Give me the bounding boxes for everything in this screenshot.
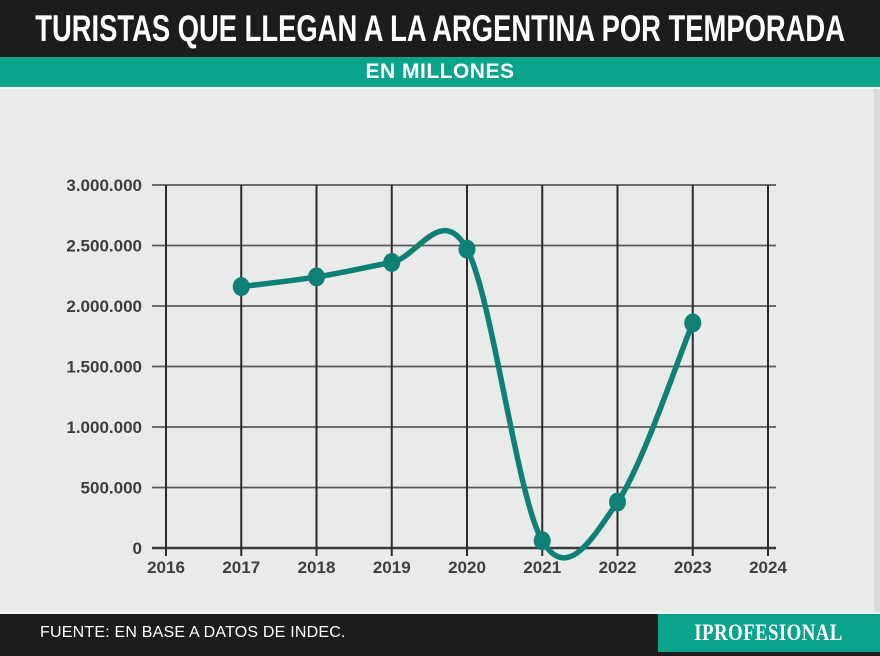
data-point <box>308 267 325 287</box>
x-axis-label: 2019 <box>373 558 411 577</box>
source-text: FUENTE: EN BASE A DATOS DE INDEC. <box>40 624 346 641</box>
data-point <box>458 239 476 259</box>
y-axis-label: 0 <box>133 539 142 558</box>
data-point <box>684 313 702 333</box>
x-axis-label: 2024 <box>749 558 787 577</box>
brand-text: IPROFESIONAL <box>694 620 844 645</box>
subtitle-bar: EN MILLONES <box>0 57 880 87</box>
data-point <box>609 492 626 512</box>
x-axis-label: 2021 <box>523 558 561 577</box>
data-point <box>383 252 401 272</box>
x-axis-label: 2023 <box>674 558 712 577</box>
page-title: TURISTAS QUE LLEGAN A LA ARGENTINA POR T… <box>35 7 845 49</box>
data-point <box>533 531 551 551</box>
right-edge-strip <box>874 89 880 614</box>
y-axis-label: 2.000.000 <box>66 297 142 316</box>
y-axis-label: 2.500.000 <box>66 237 142 256</box>
chart-area: 0 500.000 1.000.000 1.500.000 2.000.000 2.500… <box>0 87 880 614</box>
y-axis-label: 500.000 <box>81 479 142 498</box>
y-axis-label: 1.500.000 <box>66 358 142 377</box>
chart-svg: 0 500.000 1.000.000 1.500.000 2.000.000 2.500… <box>66 176 787 577</box>
chart-subtitle: EN MILLONES <box>365 60 515 83</box>
x-axis-label: 2016 <box>147 558 185 577</box>
y-axis-label: 1.000.000 <box>66 418 142 437</box>
footer-bar: FUENTE: EN BASE A DATOS DE INDEC. IPROFE… <box>0 612 880 656</box>
x-axis-label: 2020 <box>448 558 486 577</box>
x-axis-label: 2022 <box>599 558 637 577</box>
x-axis-label: 2018 <box>298 558 336 577</box>
x-axis-label: 2017 <box>222 558 260 577</box>
header-bar: TURISTAS QUE LLEGAN A LA ARGENTINA POR T… <box>0 0 880 57</box>
y-axis-label: 3.000.000 <box>66 176 142 195</box>
data-point <box>232 277 250 297</box>
brand-logo: IPROFESIONAL <box>658 614 880 652</box>
